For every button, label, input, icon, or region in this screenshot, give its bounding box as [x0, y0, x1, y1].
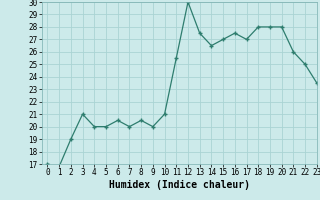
X-axis label: Humidex (Indice chaleur): Humidex (Indice chaleur)	[109, 180, 250, 190]
